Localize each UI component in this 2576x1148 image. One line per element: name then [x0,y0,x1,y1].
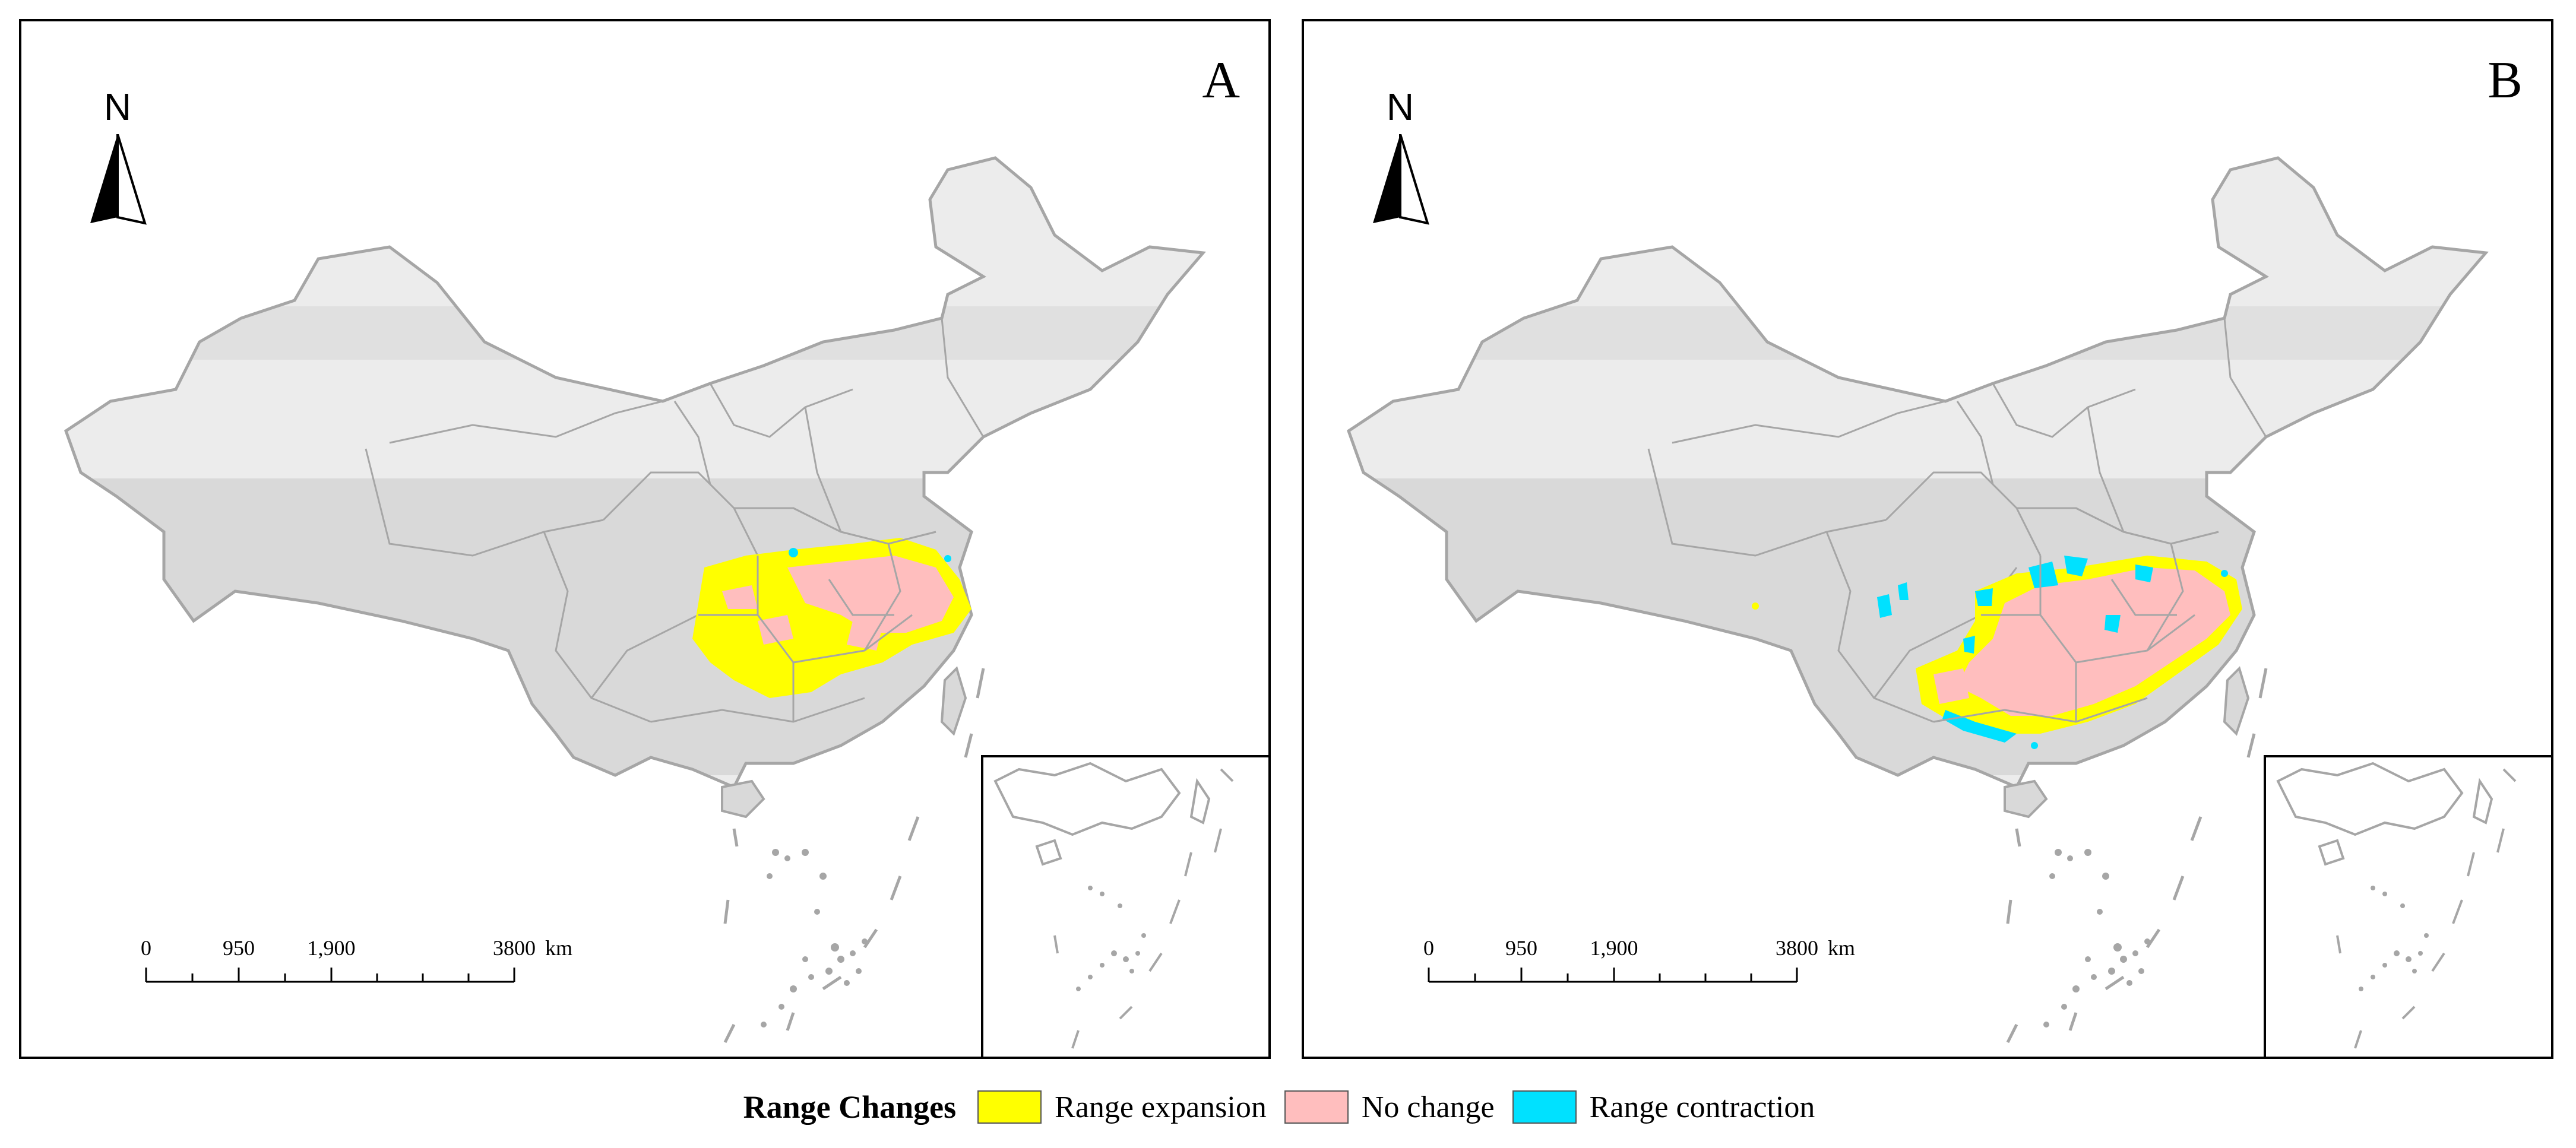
no-change-area [1933,567,2230,716]
north-letter: N [103,85,132,128]
legend-title: Range Changes [743,1089,957,1125]
scale-tick-label: 3800 [1776,936,1818,960]
scale-tick-label: 1,900 [1590,936,1638,960]
panel-label: A [1202,52,1240,109]
inset-map [2276,762,2517,1049]
scale-unit: km [545,936,573,960]
scale-tick-label: 0 [1423,936,1434,960]
south-china-sea-boundary [2006,668,2268,1044]
scale-tick-label: 1,900 [307,936,356,960]
legend: Range Changes Range expansion No change … [0,1080,2576,1134]
map-panel-a: A N 0 950 1,900 3800 km [19,19,1271,1059]
legend-swatch [1284,1090,1349,1124]
legend-swatch [977,1090,1042,1124]
range-contraction-area [789,548,951,562]
scale-tick-label: 3800 [493,936,536,960]
taiwan-island [940,666,967,736]
scale-unit: km [1828,936,1856,960]
hainan-island [721,779,765,819]
north-arrow-icon [1373,134,1429,225]
map-panel-b: B N 0 950 1,900 3800 km [1302,19,2553,1059]
scale-tick-label: 0 [141,936,151,960]
range-contraction-area [1877,556,2228,749]
legend-label: No change [1361,1090,1495,1124]
south-china-sea-inset [2264,755,2551,1057]
legend-item-no-change: No change [1284,1090,1495,1125]
scale-bar-ruler [1428,968,1798,983]
scale-bar: 0 950 1,900 3800 km [122,935,574,1007]
legend-label: Range contraction [1589,1090,1815,1124]
north-arrow-icon [90,134,147,225]
panel-label: B [2488,52,2523,109]
scale-bar: 0 950 1,900 3800 km [1405,935,1856,1007]
legend-item-range-expansion: Range expansion [977,1090,1267,1125]
legend-item-range-contraction: Range contraction [1512,1090,1815,1125]
north-letter: N [1386,85,1414,128]
scale-tick-label: 950 [223,936,255,960]
china-map [21,21,1271,1044]
legend-label: Range expansion [1055,1090,1267,1124]
scale-bar-ruler [145,968,515,983]
china-map [1304,21,2553,1044]
scale-tick-label: 950 [1505,936,1537,960]
island-cluster [2043,849,2150,1028]
north-arrow: N [88,88,147,242]
south-china-sea-inset [981,755,1268,1057]
north-arrow: N [1371,88,1430,242]
legend-swatch [1512,1090,1577,1124]
island-cluster [761,849,868,1028]
hainan-island [2004,779,2048,819]
south-china-sea-boundary [723,668,985,1044]
inset-map [993,762,1234,1049]
taiwan-island [2223,666,2250,736]
